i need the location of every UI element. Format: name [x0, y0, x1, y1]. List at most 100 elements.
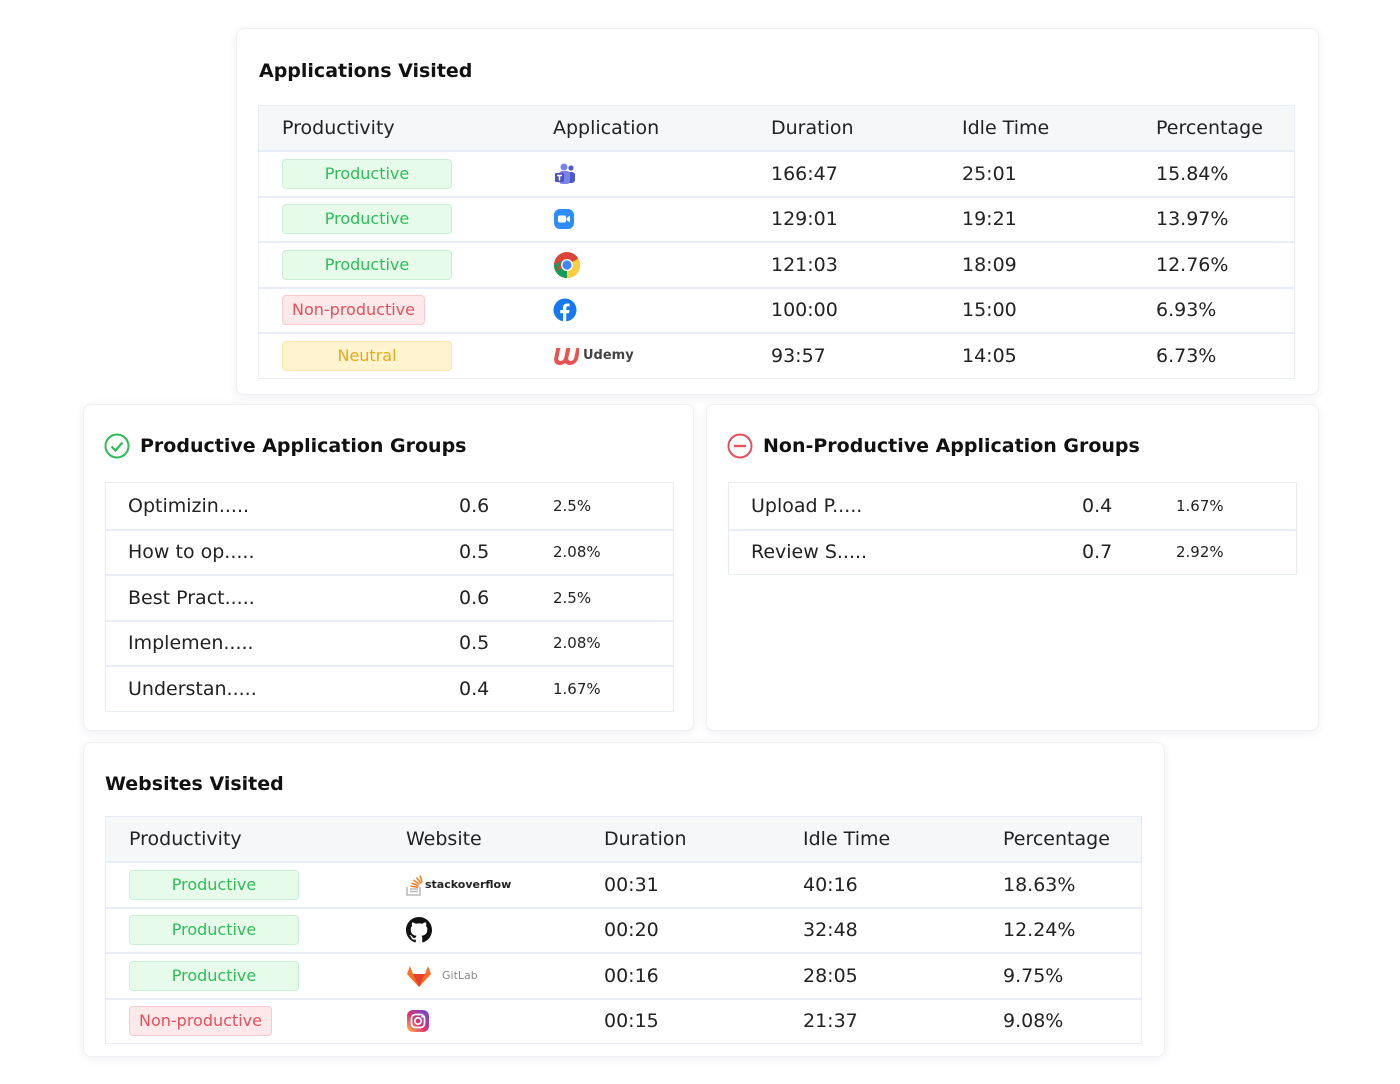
group-value: 0.6 [459, 586, 490, 609]
group-row[interactable]: How to op..... 0.5 2.08% [106, 528, 673, 575]
productive-groups-table: Optimizin..... 0.6 2.5% How to op..... 0.5 2.… [105, 482, 674, 712]
productivity-cell: Productive [106, 915, 406, 946]
productivity-badge: Productive [129, 915, 299, 946]
nonproductive-groups-table: Upload P..... 0.4 1.67% Review S..... 0.7 2.9… [728, 482, 1297, 575]
percentage-cell: 9.08% [1003, 1010, 1064, 1033]
websites-table: Productivity Website Duration Idle Time Perc… [105, 816, 1142, 1044]
idle-cell: 25:01 [962, 162, 1017, 185]
group-percentage: 2.92% [1176, 543, 1224, 562]
percentage-cell: 6.93% [1156, 299, 1217, 322]
column-header[interactable]: Website [406, 828, 482, 850]
stackoverflow-icon [406, 873, 424, 897]
application-cell [553, 298, 771, 322]
website-cell [406, 917, 604, 943]
productivity-cell: Productive [259, 158, 553, 189]
table-row[interactable]: Productive 121:03 18:09 12.76% [259, 241, 1294, 287]
table-row[interactable]: Productive 166:47 25:01 15.84% [259, 150, 1294, 196]
productivity-cell: Productive [106, 960, 406, 991]
group-name: Understan..... [128, 677, 257, 700]
table-row[interactable]: Non-productive 100:00 15:00 6.93% [259, 286, 1294, 333]
productivity-cell: Productive [259, 249, 553, 280]
group-value: 0.5 [459, 632, 490, 655]
applications-title: Applications Visited [259, 60, 473, 82]
column-header[interactable]: Percentage [1156, 117, 1263, 139]
productivity-cell: Neutral [259, 340, 553, 371]
group-row[interactable]: Optimizin..... 0.6 2.5% [106, 483, 673, 529]
group-row[interactable]: Upload P..... 0.4 1.67% [729, 483, 1296, 529]
facebook-icon [553, 298, 577, 322]
column-header[interactable]: Productivity [129, 828, 242, 850]
productivity-badge: Productive [282, 249, 452, 280]
column-header[interactable]: Idle Time [803, 828, 891, 850]
nonproductive-groups-heading: Non-Productive Application Groups [727, 433, 1140, 459]
table-header: Productivity Website Duration Idle Time Perc… [106, 817, 1141, 861]
duration-cell: 166:47 [771, 162, 838, 185]
duration-cell: 93:57 [771, 344, 826, 367]
nonproductive-groups-title: Non-Productive Application Groups [763, 435, 1140, 457]
percentage-cell: 18.63% [1003, 873, 1076, 896]
productivity-cell: Productive [106, 869, 406, 900]
table-row[interactable]: Productive 00:20 32:48 12.24% [106, 906, 1141, 953]
table-row[interactable]: Productive 129:01 19:21 13.97% [259, 195, 1294, 242]
group-value: 0.7 [1082, 541, 1113, 564]
duration-cell: 00:20 [604, 919, 659, 942]
group-row[interactable]: Understan..... 0.4 1.67% [106, 665, 673, 711]
gitlab-icon [406, 964, 432, 988]
chrome-icon [553, 251, 581, 279]
group-row[interactable]: Implemen..... 0.5 2.08% [106, 619, 673, 666]
duration-cell: 129:01 [771, 208, 838, 231]
websites-title: Websites Visited [105, 773, 284, 795]
udemy-icon [553, 345, 579, 367]
productivity-badge: Productive [129, 869, 299, 900]
productivity-badge: Productive [282, 204, 452, 235]
percentage-cell: 9.75% [1003, 964, 1064, 987]
productivity-badge: Productive [129, 960, 299, 991]
applications-table: Productivity Application Duration Idle Time… [258, 105, 1295, 379]
instagram-icon [406, 1009, 430, 1033]
productivity-cell: Non-productive [106, 1006, 406, 1037]
table-row[interactable]: Productive stackoverflow 00:31 40:16 18.63% [106, 861, 1141, 907]
percentage-cell: 13.97% [1156, 208, 1229, 231]
website-label: GitLab [442, 969, 478, 983]
group-percentage: 2.08% [553, 543, 601, 562]
teams-icon [553, 162, 577, 186]
group-row[interactable]: Review S..... 0.7 2.92% [729, 528, 1296, 575]
nonproductive-groups-card: Non-Productive Application Groups Upload… [706, 404, 1319, 731]
group-name: Review S..... [751, 541, 868, 564]
productive-groups-heading: Productive Application Groups [104, 433, 466, 459]
idle-cell: 15:00 [962, 299, 1017, 322]
group-name: Upload P..... [751, 494, 863, 517]
application-cell: Udemy [553, 345, 771, 367]
check-circle-icon [104, 433, 130, 459]
group-row[interactable]: Best Pract..... 0.6 2.5% [106, 574, 673, 620]
table-row[interactable]: Neutral Udemy 93:57 14:05 6.73% [259, 332, 1294, 378]
column-header[interactable]: Idle Time [962, 117, 1050, 139]
table-row[interactable]: Non-productive 00:15 21:37 9.08% [106, 997, 1141, 1044]
idle-cell: 18:09 [962, 253, 1017, 276]
percentage-cell: 15.84% [1156, 162, 1229, 185]
github-icon [406, 917, 432, 943]
productive-groups-title: Productive Application Groups [140, 435, 467, 457]
duration-cell: 100:00 [771, 299, 838, 322]
column-header[interactable]: Duration [604, 828, 687, 850]
percentage-cell: 12.76% [1156, 253, 1229, 276]
website-cell: stackoverflow [406, 873, 604, 897]
group-value: 0.4 [1082, 494, 1113, 517]
column-header[interactable]: Duration [771, 117, 854, 139]
column-header[interactable]: Percentage [1003, 828, 1110, 850]
column-header[interactable]: Productivity [282, 117, 395, 139]
column-header[interactable]: Application [553, 117, 660, 139]
website-cell [406, 1009, 604, 1033]
table-row[interactable]: Productive GitLab 00:16 28:05 9.75% [106, 952, 1141, 998]
duration-cell: 121:03 [771, 253, 838, 276]
website-cell: GitLab [406, 964, 604, 988]
application-cell [553, 162, 771, 186]
productivity-badge: Non-productive [282, 295, 425, 326]
duration-cell: 00:15 [604, 1010, 659, 1033]
applications-card: Applications Visited Productivity Applica… [236, 28, 1319, 395]
group-percentage: 1.67% [553, 679, 601, 698]
group-name: Best Pract..... [128, 586, 255, 609]
group-percentage: 2.5% [553, 496, 592, 515]
percentage-cell: 6.73% [1156, 344, 1217, 367]
group-name: Optimizin..... [128, 494, 250, 517]
